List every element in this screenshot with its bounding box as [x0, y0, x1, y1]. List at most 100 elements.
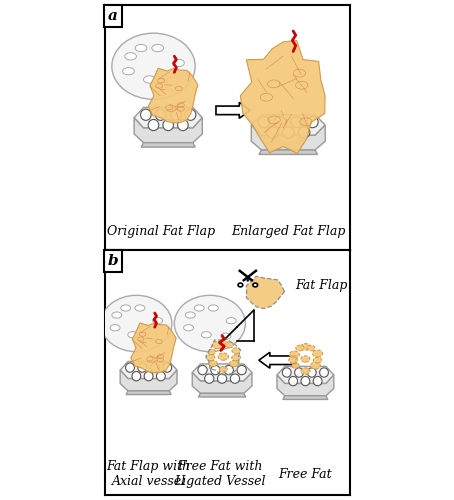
Ellipse shape [132, 372, 141, 381]
Ellipse shape [217, 374, 227, 384]
Ellipse shape [112, 312, 122, 318]
Ellipse shape [174, 296, 245, 352]
Polygon shape [134, 118, 202, 142]
Polygon shape [277, 375, 334, 396]
Ellipse shape [163, 120, 173, 130]
Text: Original Fat Flap: Original Fat Flap [107, 225, 215, 238]
Ellipse shape [198, 366, 207, 374]
Ellipse shape [307, 368, 316, 377]
Ellipse shape [298, 127, 310, 138]
Ellipse shape [128, 332, 138, 338]
Ellipse shape [138, 363, 147, 372]
Ellipse shape [163, 363, 172, 372]
Ellipse shape [167, 78, 178, 85]
Ellipse shape [135, 44, 147, 52]
Ellipse shape [274, 116, 286, 128]
Ellipse shape [238, 283, 243, 287]
Ellipse shape [219, 366, 227, 372]
Text: Fat Flap: Fat Flap [296, 279, 348, 292]
Ellipse shape [292, 363, 299, 368]
Ellipse shape [295, 368, 303, 377]
Ellipse shape [266, 127, 278, 138]
Ellipse shape [253, 283, 257, 287]
Ellipse shape [296, 345, 304, 351]
Ellipse shape [221, 333, 231, 340]
Ellipse shape [218, 353, 229, 360]
Ellipse shape [225, 342, 233, 348]
Polygon shape [126, 391, 171, 394]
Ellipse shape [313, 357, 322, 363]
Ellipse shape [183, 324, 193, 331]
Text: Fat Flap with
Axial vessel: Fat Flap with Axial vessel [107, 460, 191, 488]
Polygon shape [252, 125, 325, 150]
Ellipse shape [194, 305, 204, 311]
Polygon shape [148, 68, 198, 123]
Polygon shape [240, 40, 325, 154]
Ellipse shape [205, 374, 214, 384]
Ellipse shape [226, 318, 236, 324]
Ellipse shape [201, 332, 211, 338]
Ellipse shape [311, 362, 321, 369]
Polygon shape [134, 108, 202, 128]
Ellipse shape [289, 357, 298, 363]
Ellipse shape [110, 324, 120, 331]
Ellipse shape [185, 312, 195, 318]
Polygon shape [277, 366, 334, 384]
Polygon shape [283, 396, 328, 400]
Text: Free Fat with
Ligated Vessel: Free Fat with Ligated Vessel [174, 460, 266, 488]
Ellipse shape [123, 68, 134, 75]
Ellipse shape [152, 44, 163, 52]
Ellipse shape [212, 341, 223, 348]
Polygon shape [120, 362, 177, 378]
Ellipse shape [291, 116, 302, 128]
Ellipse shape [208, 305, 218, 311]
Ellipse shape [301, 368, 310, 374]
Polygon shape [192, 372, 252, 394]
Text: b: b [108, 254, 118, 268]
Ellipse shape [121, 305, 131, 311]
Polygon shape [120, 370, 177, 391]
Ellipse shape [148, 120, 159, 130]
Ellipse shape [320, 368, 328, 377]
FancyArrow shape [259, 352, 296, 368]
Ellipse shape [211, 366, 220, 374]
Text: Free Fat: Free Fat [279, 468, 332, 480]
Ellipse shape [141, 109, 151, 120]
Ellipse shape [232, 354, 241, 361]
Ellipse shape [173, 60, 184, 66]
Ellipse shape [101, 296, 172, 352]
Polygon shape [259, 150, 317, 154]
Text: Enlarged Fat Flap: Enlarged Fat Flap [231, 225, 345, 238]
Polygon shape [131, 323, 176, 373]
Ellipse shape [178, 120, 188, 130]
Ellipse shape [208, 349, 216, 354]
Ellipse shape [313, 376, 322, 386]
Ellipse shape [208, 360, 217, 366]
Ellipse shape [258, 116, 270, 128]
Ellipse shape [125, 52, 136, 60]
Ellipse shape [229, 360, 238, 366]
Polygon shape [198, 394, 246, 397]
Ellipse shape [237, 366, 246, 374]
Ellipse shape [185, 109, 196, 120]
Polygon shape [192, 364, 252, 381]
Ellipse shape [126, 363, 134, 372]
Ellipse shape [301, 376, 310, 386]
Ellipse shape [289, 351, 300, 358]
Ellipse shape [144, 372, 153, 381]
Ellipse shape [289, 376, 297, 386]
Ellipse shape [206, 354, 215, 361]
Ellipse shape [143, 76, 155, 83]
Ellipse shape [282, 368, 291, 377]
Ellipse shape [282, 127, 294, 138]
Ellipse shape [230, 374, 240, 384]
Ellipse shape [171, 109, 181, 120]
Polygon shape [247, 276, 285, 308]
Ellipse shape [157, 372, 165, 381]
Ellipse shape [135, 305, 145, 311]
Ellipse shape [218, 340, 228, 347]
Ellipse shape [112, 33, 195, 100]
Text: a: a [108, 9, 118, 23]
Ellipse shape [307, 116, 318, 128]
Polygon shape [252, 115, 325, 136]
